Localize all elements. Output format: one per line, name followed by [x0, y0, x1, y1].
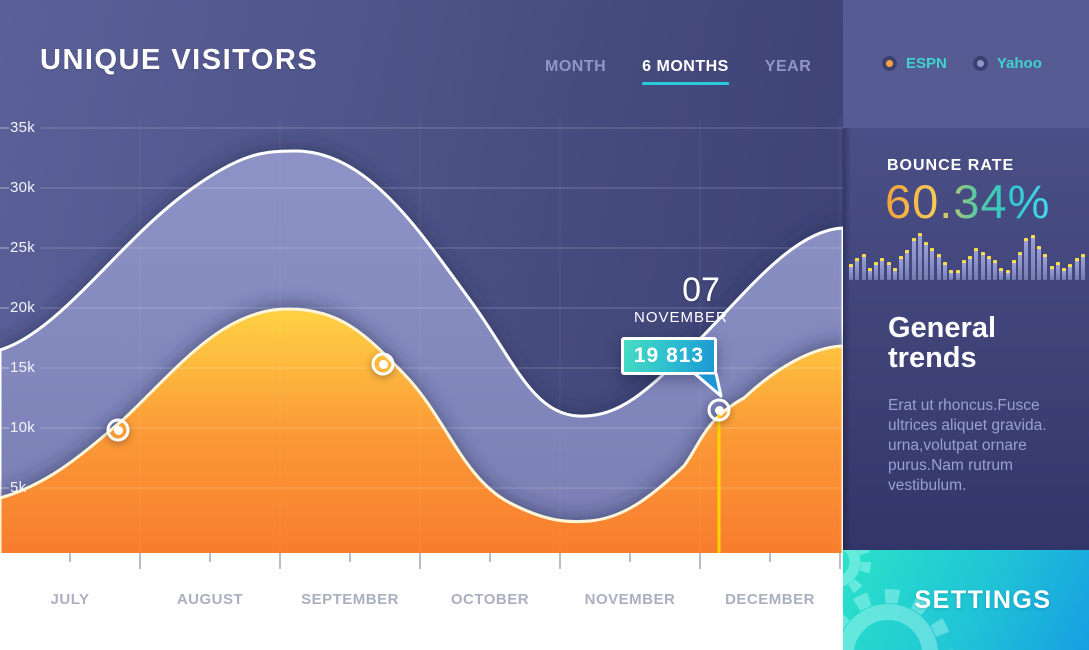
x-axis-tick: [419, 553, 421, 569]
y-axis-tick-label: 25k: [10, 239, 36, 256]
x-axis-tick: [559, 553, 561, 569]
sparkline-bar: [1018, 252, 1023, 280]
sparkline-bar: [1005, 270, 1010, 280]
y-axis-tick-label: 20k: [10, 299, 36, 316]
tooltip-day: 07: [682, 271, 720, 309]
y-axis-tick-label: 10k: [10, 419, 36, 436]
bounce-rate-bar-sparkline: [849, 232, 1085, 280]
sparkline-bar: [1030, 235, 1035, 280]
sparkline-bar: [1074, 258, 1079, 280]
sparkline-bar: [955, 270, 960, 280]
trends-body-text: Erat ut rhoncus.Fusce ultrices aliquet g…: [888, 397, 1047, 494]
sparkline-bar: [880, 258, 885, 280]
sparkline-bar: [1043, 254, 1048, 280]
sparkline-bar: [1055, 262, 1060, 280]
sparkline-bar: [1036, 246, 1041, 280]
sparkline-bar: [949, 270, 954, 280]
y-axis-tick-label: 15k: [10, 359, 36, 376]
x-axis-label-october: OCTOBER: [450, 591, 530, 608]
x-axis-tick: [69, 553, 71, 562]
x-axis-label-july: JULY: [50, 591, 90, 608]
sparkline-bar: [986, 256, 991, 280]
sparkline-bar: [886, 262, 891, 280]
legend-dot-icon: [882, 56, 897, 71]
sparkline-bar: [1049, 266, 1054, 280]
chart-legend: ESPN Yahoo: [882, 55, 1042, 72]
legend-label: Yahoo: [996, 55, 1042, 72]
sparkline-bar: [892, 268, 897, 280]
sparkline-bar: [936, 254, 941, 280]
sparkline-bar: [867, 268, 872, 280]
range-tabs: MONTH 6 MONTHS YEAR: [545, 58, 811, 85]
tooltip-pointer-icon: [692, 373, 723, 398]
gear-icon: [843, 550, 953, 650]
trends-title: General trends: [888, 312, 996, 375]
legend-item-yahoo[interactable]: Yahoo: [972, 55, 1042, 72]
sparkline-bar: [874, 262, 879, 280]
y-axis-tick-label: 5k: [10, 479, 27, 496]
page-title: UNIQUE VISITORS: [40, 44, 319, 76]
sparkline-bar: [974, 248, 979, 280]
sparkline-bar: [961, 260, 966, 280]
tab-6-months[interactable]: 6 MONTHS: [642, 58, 729, 85]
sparkline-bar: [1011, 260, 1016, 280]
sparkline-bar: [999, 268, 1004, 280]
sparkline-bar: [942, 262, 947, 280]
legend-item-espn[interactable]: ESPN: [882, 55, 947, 72]
gridlines: [0, 118, 843, 553]
sparkline-bar: [861, 254, 866, 280]
x-axis-tick: [769, 553, 771, 562]
tab-month[interactable]: MONTH: [545, 58, 607, 75]
sparkline-bar: [1068, 264, 1073, 280]
x-axis-label-september: SEPTEMBER: [301, 591, 399, 608]
sparkline-bar: [1024, 238, 1029, 280]
sparkline-bar: [924, 242, 929, 280]
x-axis-tick: [139, 553, 141, 569]
settings-button-label: SETTINGS: [914, 586, 1052, 614]
x-axis-tick: [629, 553, 631, 562]
data-point-marker[interactable]: [707, 398, 731, 422]
x-axis-label-november: NOVEMBER: [584, 591, 676, 608]
x-axis-tick: [839, 553, 841, 569]
data-point-marker[interactable]: [371, 352, 395, 376]
data-point-marker[interactable]: [106, 418, 130, 442]
sparkline-bar: [899, 256, 904, 280]
sparkline-bar: [905, 250, 910, 280]
tab-year[interactable]: YEAR: [764, 58, 812, 75]
sparkline-bar: [980, 252, 985, 280]
tooltip-month: NOVEMBER: [634, 309, 728, 326]
x-axis-label-december: DECEMBER: [725, 591, 815, 608]
bounce-rate-value: 60.34%: [885, 175, 1051, 228]
sparkline-bar: [1080, 254, 1085, 280]
settings-button[interactable]: SETTINGS: [843, 550, 1089, 650]
x-axis-tick: [699, 553, 701, 569]
sparkline-bar: [993, 260, 998, 280]
sparkline-bar: [1062, 268, 1067, 280]
visitors-chart-area: 35k 30k 25k 20k 15k 10k 5k 07 NOVEMBER 19 813: [0, 0, 843, 553]
sparkline-bar: [930, 248, 935, 280]
sparkline-bar: [968, 256, 973, 280]
x-axis-strip: JULY AUGUST SEPTEMBER OCTOBER NOVEMBER DECEMB…: [0, 553, 843, 650]
visitors-area-chart: [0, 118, 843, 553]
legend-dot-icon: [972, 56, 988, 71]
legend-dot-color: [886, 60, 893, 67]
x-axis-tick: [489, 553, 491, 562]
tooltip-value-badge: 19 813: [621, 337, 717, 375]
sparkline-bar: [849, 264, 853, 280]
sparkline-bar: [917, 233, 922, 280]
x-axis-tick: [209, 553, 211, 562]
x-axis-tick: [279, 553, 281, 569]
x-axis-label-august: AUGUST: [176, 591, 244, 608]
y-axis-tick-label: 35k: [10, 119, 36, 136]
sparkline-bar: [911, 238, 916, 280]
y-axis-tick-label: 30k: [10, 179, 36, 196]
legend-dot-color: [976, 60, 984, 67]
bounce-rate-label: BOUNCE RATE: [887, 157, 1015, 174]
sparkline-bar: [855, 258, 860, 280]
stats-side-panel: BOUNCE RATE 60.34% General trends Erat u…: [843, 128, 1089, 550]
legend-label: ESPN: [906, 55, 947, 72]
x-axis-tick: [349, 553, 351, 562]
